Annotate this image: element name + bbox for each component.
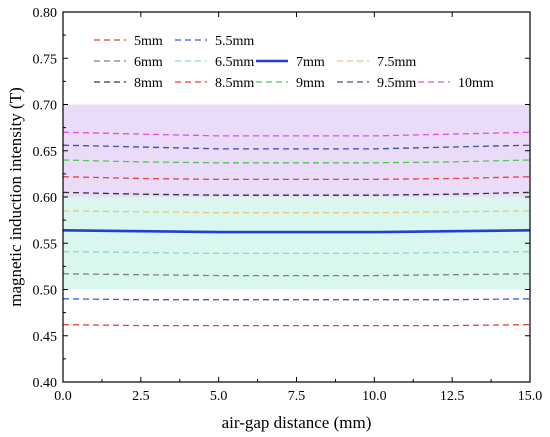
legend-label-0: 5mm bbox=[134, 34, 163, 49]
legend-label-7: 8.5mm bbox=[215, 76, 254, 91]
x-tick-label: 12.5 bbox=[440, 389, 465, 404]
legend: 5mm 5.5mm 6mm 6.5mm 7mm 7.5mm 8mm 8.5mm 9mm 9.5mm… bbox=[94, 34, 494, 91]
legend-label-9: 9.5mm bbox=[377, 76, 416, 91]
series-line-2 bbox=[62, 273, 531, 277]
y-tick-label: 0.65 bbox=[33, 145, 58, 160]
band-1 bbox=[63, 104, 530, 197]
y-tick-label: 0.60 bbox=[33, 191, 58, 206]
y-tick-label: 0.40 bbox=[33, 376, 58, 391]
y-axis-title: magnetic induction intensity (T) bbox=[6, 87, 25, 307]
legend-label-8: 9mm bbox=[296, 76, 325, 91]
series-line-8 bbox=[62, 159, 531, 164]
x-tick-label: 2.5 bbox=[132, 389, 150, 404]
x-tick-label: 5.0 bbox=[210, 389, 228, 404]
legend-label-5: 7.5mm bbox=[377, 55, 416, 70]
legend-label-2: 6mm bbox=[134, 55, 163, 70]
y-tick-label: 0.75 bbox=[33, 52, 58, 67]
series-line-6 bbox=[62, 191, 531, 196]
series-line-0 bbox=[62, 323, 531, 327]
y-tick-label: 0.45 bbox=[33, 330, 58, 345]
series-line-9 bbox=[62, 144, 531, 150]
x-tick-label: 10.0 bbox=[362, 389, 387, 404]
y-tick-label: 0.50 bbox=[33, 284, 58, 299]
x-axis: 0.0 2.5 5.0 7.5 10.0 12.5 15.0 bbox=[54, 12, 542, 404]
y-tick-label: 0.55 bbox=[33, 237, 58, 252]
y-axis: 0.40 0.45 0.50 0.55 0.60 0.65 0.70 0.75 0.80 bbox=[33, 6, 530, 391]
legend-label-4: 7mm bbox=[296, 55, 325, 70]
legend-label-6: 8mm bbox=[134, 76, 163, 91]
x-tick-label: 0.0 bbox=[54, 389, 72, 404]
series-line-1 bbox=[62, 298, 531, 301]
series-line-7 bbox=[62, 176, 531, 181]
series-line-3 bbox=[62, 250, 531, 255]
series-line-4 bbox=[62, 229, 531, 234]
legend-label-1: 5.5mm bbox=[215, 34, 254, 49]
y-tick-label: 0.70 bbox=[33, 99, 58, 114]
shaded-bands bbox=[63, 104, 530, 290]
series-line-5 bbox=[62, 210, 531, 214]
legend-label-3: 6.5mm bbox=[215, 55, 254, 70]
x-tick-label: 15.0 bbox=[518, 389, 543, 404]
y-tick-label: 0.80 bbox=[33, 6, 58, 21]
x-axis-title: air-gap distance (mm) bbox=[222, 413, 372, 432]
series-line-10 bbox=[62, 131, 531, 137]
x-tick-label: 7.5 bbox=[288, 389, 306, 404]
legend-label-10: 10mm bbox=[458, 76, 494, 91]
series-lines bbox=[62, 131, 531, 327]
